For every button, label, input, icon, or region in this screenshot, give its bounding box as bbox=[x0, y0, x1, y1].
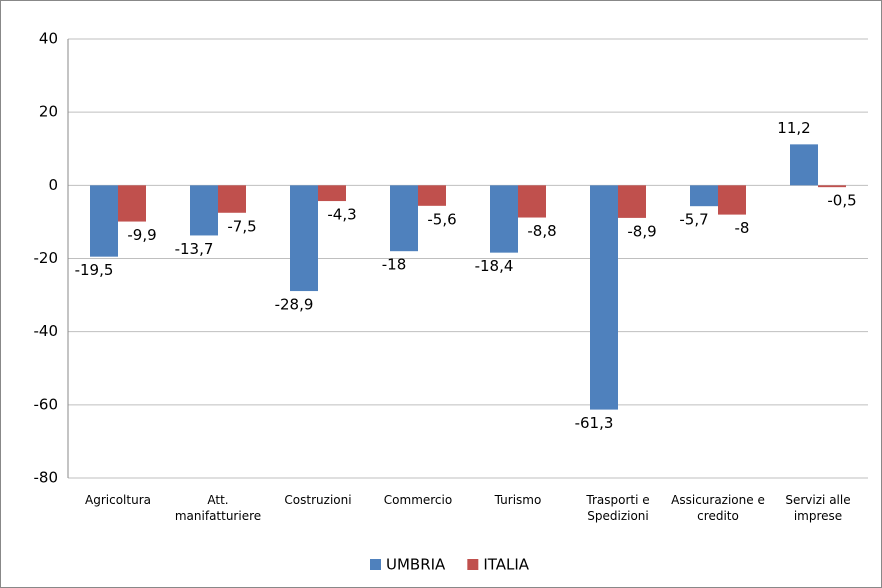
bar bbox=[390, 185, 418, 252]
bar bbox=[818, 185, 846, 188]
data-label: -8,8 bbox=[527, 222, 556, 240]
bar bbox=[90, 185, 118, 257]
bar bbox=[718, 185, 746, 215]
bar bbox=[590, 185, 618, 410]
x-tick-label: Costruzioni bbox=[284, 493, 352, 507]
bar bbox=[318, 185, 346, 202]
data-label: -18,4 bbox=[475, 257, 514, 275]
legend-swatch bbox=[467, 559, 479, 570]
bar bbox=[690, 185, 718, 207]
data-label: -5,6 bbox=[427, 210, 456, 228]
data-label: -13,7 bbox=[175, 240, 214, 258]
data-label: -19,5 bbox=[75, 261, 114, 279]
x-tick-label: Turismo bbox=[494, 493, 542, 507]
bar bbox=[190, 185, 218, 236]
bar bbox=[518, 185, 546, 218]
data-label: -9,9 bbox=[127, 226, 156, 244]
y-tick-label: -20 bbox=[34, 249, 59, 267]
y-tick-label: 20 bbox=[39, 103, 58, 121]
x-tick-label: Att. manifatturiere bbox=[174, 493, 262, 523]
data-label: -18 bbox=[382, 256, 407, 274]
x-tick-label: Trasporti e Spedizioni bbox=[586, 493, 650, 523]
bar bbox=[790, 144, 818, 186]
bar bbox=[218, 185, 246, 213]
x-tick-label: Servizi alle imprese bbox=[785, 493, 851, 523]
y-tick-label: -80 bbox=[34, 469, 59, 487]
y-tick-label: 40 bbox=[39, 30, 58, 48]
y-tick-label: -60 bbox=[34, 395, 59, 413]
data-label: -0,5 bbox=[827, 192, 856, 210]
legend-label: ITALIA bbox=[483, 556, 529, 574]
data-label: -8,9 bbox=[627, 222, 656, 240]
x-tick-label: Commercio bbox=[383, 493, 453, 507]
data-label: -28,9 bbox=[275, 296, 314, 314]
bar bbox=[118, 185, 146, 222]
data-label: -8 bbox=[735, 219, 750, 237]
x-tick-label: Assicurazione e credito bbox=[671, 493, 765, 523]
data-label: -61,3 bbox=[575, 414, 614, 432]
bar bbox=[618, 185, 646, 218]
y-tick-label: 0 bbox=[48, 176, 58, 194]
data-label: -5,7 bbox=[679, 211, 708, 229]
legend-swatch bbox=[370, 559, 381, 570]
x-tick-label: Agricoltura bbox=[85, 493, 151, 507]
bar bbox=[490, 185, 518, 253]
data-label: 11,2 bbox=[777, 119, 810, 137]
data-label: -7,5 bbox=[227, 217, 256, 235]
data-label: -4,3 bbox=[327, 206, 356, 224]
y-tick-label: -40 bbox=[34, 322, 59, 340]
legend-label: UMBRIA bbox=[386, 556, 446, 574]
bar bbox=[418, 185, 446, 206]
bar bbox=[290, 185, 318, 292]
